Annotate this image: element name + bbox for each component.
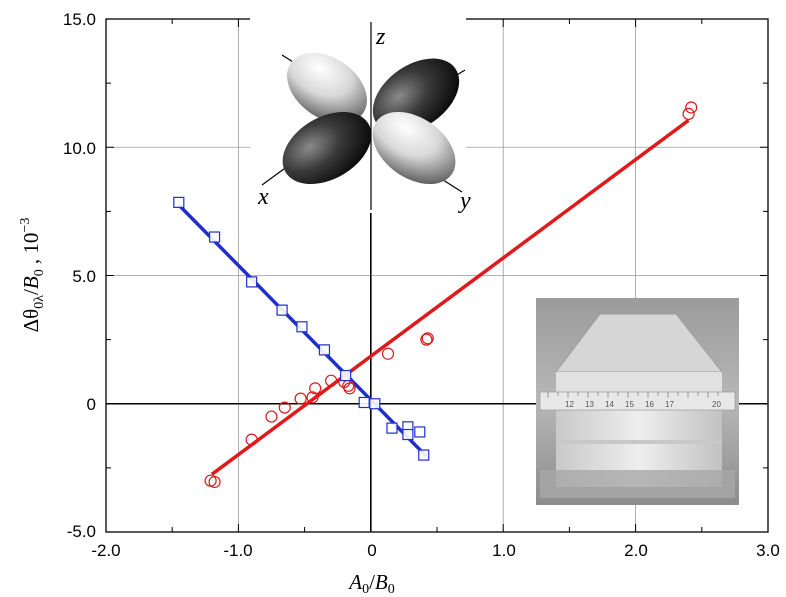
prism-reflection-line bbox=[556, 440, 722, 444]
data-point-circle bbox=[306, 391, 319, 404]
data-point-circle bbox=[265, 410, 278, 423]
orbital-label-z: z bbox=[375, 24, 386, 50]
y-tick-label: 0 bbox=[87, 395, 96, 414]
orbital-lobe-lower-left bbox=[282, 111, 372, 185]
orbital-inset: z x y bbox=[250, 18, 471, 214]
x-tick-label: 1.0 bbox=[492, 541, 516, 560]
orbital-lobe-lower-right bbox=[372, 111, 456, 185]
y-tick-label: -5.0 bbox=[67, 522, 96, 541]
photo-base-shadow bbox=[540, 470, 735, 498]
data-point-square bbox=[402, 428, 414, 441]
data-point-circle bbox=[208, 475, 221, 489]
x-tick-label: 3.0 bbox=[756, 541, 780, 560]
y-tick-label: 15.0 bbox=[63, 10, 96, 29]
data-point-circle bbox=[309, 382, 322, 395]
ruler bbox=[539, 391, 736, 411]
ruler-mark: 16 bbox=[645, 400, 654, 409]
data-point-circle bbox=[245, 433, 258, 446]
ruler-ticks bbox=[547, 392, 719, 398]
data-point-circle bbox=[278, 401, 291, 414]
data-point-square bbox=[340, 369, 352, 382]
ruler-mark: 20 bbox=[712, 400, 721, 409]
data-point-square bbox=[414, 426, 426, 438]
orbital-label-y: y bbox=[458, 188, 471, 214]
y-tick-labels: -5.0 0 5.0 10.0 15.0 bbox=[63, 10, 96, 541]
ruler-mark: 14 bbox=[605, 400, 614, 409]
data-point-square bbox=[369, 398, 381, 410]
data-point-circle bbox=[421, 332, 434, 345]
x-tick-labels: -2.0 -1.0 0 1.0 2.0 3.0 bbox=[91, 541, 779, 560]
ruler-mark: 13 bbox=[585, 400, 594, 409]
data-point-circle bbox=[324, 374, 338, 387]
ruler-mark: 15 bbox=[625, 400, 634, 409]
data-point-square bbox=[276, 304, 288, 316]
data-point-square bbox=[246, 276, 258, 288]
data-point-square bbox=[386, 422, 398, 434]
crystal-photo-inset: 12 13 14 15 16 17 20 bbox=[536, 298, 739, 505]
data-point-circle bbox=[343, 382, 356, 395]
orbital-lobe-upper-left bbox=[287, 52, 367, 124]
data-point-square bbox=[418, 449, 430, 461]
data-point-square bbox=[208, 231, 221, 243]
data-point-circle bbox=[682, 107, 695, 121]
ruler-mark: 12 bbox=[565, 400, 574, 409]
data-point-square bbox=[358, 396, 370, 409]
data-point-square bbox=[318, 344, 331, 356]
x-tick-label: 2.0 bbox=[624, 541, 648, 560]
data-point-square bbox=[173, 196, 185, 208]
data-point-circle bbox=[685, 101, 698, 114]
data-point-circle bbox=[420, 333, 433, 346]
x-tick-label: -1.0 bbox=[223, 541, 252, 560]
x-axis-title: A0/B0 bbox=[347, 570, 395, 597]
ruler-mark: 17 bbox=[665, 400, 674, 409]
x-tick-label: -2.0 bbox=[91, 541, 120, 560]
data-points bbox=[173, 101, 698, 489]
x-tick-label: 0 bbox=[367, 541, 376, 560]
data-point-circle bbox=[294, 392, 307, 405]
orbital-label-x: x bbox=[257, 184, 269, 210]
fit-line-red bbox=[210, 118, 690, 476]
y-axis-title: Δθ0λ/B0 , 10−3 bbox=[18, 218, 47, 333]
data-point-square bbox=[296, 321, 308, 333]
prism-upper-band bbox=[556, 372, 722, 395]
y-tick-label: 5.0 bbox=[72, 267, 96, 286]
data-point-circle bbox=[381, 347, 395, 360]
y-tick-label: 10.0 bbox=[63, 139, 96, 158]
